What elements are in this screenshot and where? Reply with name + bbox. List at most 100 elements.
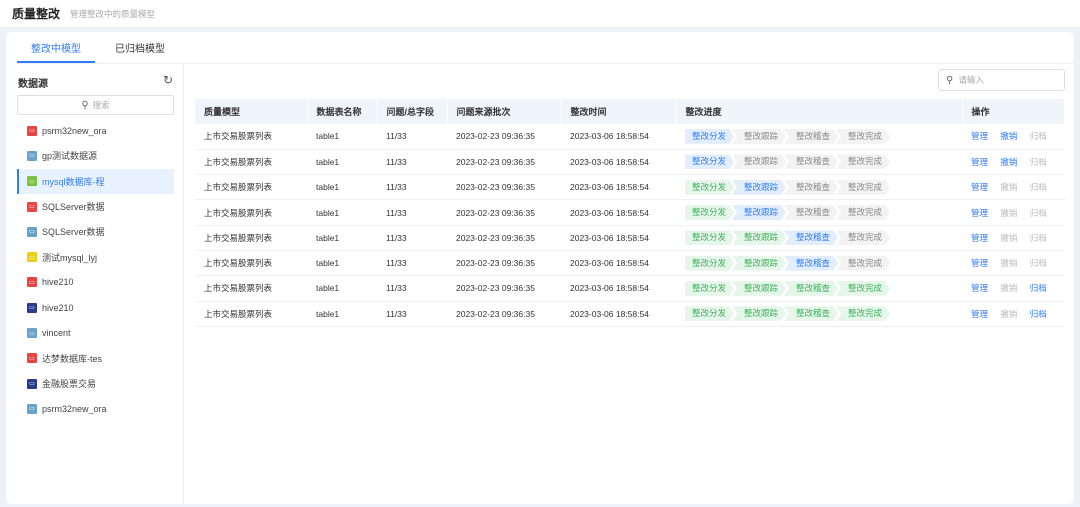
sidebar-item-datasource[interactable]: ▭ 达梦数据库-tes — [17, 346, 174, 371]
greenplum-icon: ▭ — [27, 403, 37, 414]
search-input[interactable]: ⚲ 请输入 — [938, 69, 1065, 91]
manage-button[interactable]: 管理 — [971, 182, 989, 193]
column-header: 问题来源批次 — [447, 99, 562, 124]
cell-model: 上市交易股票列表 — [195, 174, 307, 201]
revoke-button[interactable]: 撤销 — [1000, 131, 1018, 142]
progress-step: 整改分发 — [685, 256, 734, 271]
sidebar-item-datasource[interactable]: ▭ gp测试数据源 — [17, 143, 174, 168]
cell-actions: 管理 撤销 归档 — [962, 174, 1065, 201]
archive-button[interactable]: 归档 — [1029, 232, 1047, 243]
progress-step: 整改分发 — [685, 180, 734, 195]
archive-button[interactable]: 归档 — [1029, 156, 1047, 167]
cell-batch: 2023-02-23 09:36:35 — [447, 301, 561, 327]
column-header: 整改进度 — [676, 99, 963, 124]
cell-model: 上市交易股票列表 — [195, 149, 307, 176]
sqlserver-icon: ▭ — [27, 201, 37, 212]
manage-button[interactable]: 管理 — [971, 156, 989, 167]
sidebar-item-label: 测试mysql_lyj — [42, 252, 98, 263]
cell-model: 上市交易股票列表 — [195, 199, 307, 226]
cell-batch: 2023-02-23 09:36:35 — [447, 225, 561, 251]
manage-button[interactable]: 管理 — [971, 283, 989, 294]
sidebar-item-label: hive210 — [42, 277, 74, 288]
manage-button[interactable]: 管理 — [971, 258, 989, 269]
progress-step: 整改跟踪 — [732, 180, 786, 195]
progress-step: 整改完成 — [836, 154, 890, 169]
cell-progress: 整改分发 整改跟踪 整改稽查 整改完成 — [676, 199, 962, 226]
archive-button[interactable]: 归档 — [1029, 283, 1047, 294]
progress-step: 整改稽查 — [784, 230, 838, 245]
progress-steps: 整改分发 整改跟踪 整改稽查 整改完成 — [685, 306, 962, 321]
column-header: 整改时间 — [561, 99, 677, 124]
manage-button[interactable]: 管理 — [971, 308, 989, 319]
cell-model: 上市交易股票列表 — [195, 275, 307, 302]
archive-button[interactable]: 归档 — [1029, 182, 1047, 193]
revoke-button[interactable]: 撤销 — [1000, 207, 1018, 218]
sidebar-item-datasource[interactable]: ▭ psrm32new_ora — [17, 118, 174, 143]
cell-actions: 管理 撤销 归档 — [962, 225, 1065, 251]
cell-model: 上市交易股票列表 — [195, 225, 307, 251]
revoke-button[interactable]: 撤销 — [1000, 258, 1018, 269]
cell-actions: 管理 撤销 归档 — [962, 149, 1065, 176]
page-title: 质量整改 — [12, 7, 61, 21]
revoke-button[interactable]: 撤销 — [1000, 232, 1018, 243]
sidebar-item-label: vincent — [42, 328, 71, 339]
sidebar-item-datasource[interactable]: ▭ hive210 — [17, 270, 174, 295]
tab-archived[interactable]: 已归档模型 — [115, 44, 165, 55]
sidebar-item-label: gp测试数据源 — [42, 151, 98, 162]
progress-step: 整改跟踪 — [732, 129, 786, 144]
refresh-icon[interactable]: ↻ — [163, 73, 174, 87]
cell-actions: 管理 撤销 归档 — [962, 199, 1065, 226]
cell-actions: 管理 撤销 归档 — [962, 250, 1065, 277]
archive-button[interactable]: 归档 — [1029, 258, 1047, 269]
cell-progress: 整改分发 整改跟踪 整改稽查 整改完成 — [676, 275, 962, 302]
db-icon: ▭ — [27, 252, 37, 263]
archive-button[interactable]: 归档 — [1029, 308, 1047, 319]
sidebar-item-datasource[interactable]: ▭ mysql数据库-程 — [17, 168, 174, 194]
cell-issues: 11/33 — [377, 301, 447, 327]
sidebar-item-datasource[interactable]: ▭ hive210 — [17, 295, 174, 320]
progress-step: 整改完成 — [836, 306, 890, 321]
manage-button[interactable]: 管理 — [971, 232, 989, 243]
sidebar-item-datasource[interactable]: ▭ SQLServer数据 — [17, 219, 174, 244]
cell-batch: 2023-02-23 09:36:35 — [447, 174, 561, 201]
progress-step: 整改跟踪 — [732, 230, 786, 245]
progress-steps: 整改分发 整改跟踪 整改稽查 整改完成 — [685, 154, 962, 169]
cell-model: 上市交易股票列表 — [195, 124, 307, 150]
table-row: 上市交易股票列表 table1 11/33 2023-02-23 09:36:3… — [195, 149, 1065, 176]
sidebar-item-datasource[interactable]: ▭ 金融股票交易 — [17, 371, 174, 396]
progress-step: 整改分发 — [685, 205, 734, 220]
progress-step: 整改跟踪 — [732, 205, 786, 220]
cell-progress: 整改分发 整改跟踪 整改稽查 整改完成 — [676, 124, 962, 150]
sidebar-search-input[interactable]: ⚲ 搜索 — [17, 95, 174, 115]
manage-button[interactable]: 管理 — [971, 207, 989, 218]
sidebar-item-datasource[interactable]: ▭ psrm32new_ora — [17, 396, 174, 421]
progress-step: 整改完成 — [836, 129, 890, 144]
cell-batch: 2023-02-23 09:36:35 — [447, 124, 561, 150]
cell-issues: 11/33 — [377, 174, 447, 201]
cell-issues: 11/33 — [377, 149, 447, 176]
revoke-button[interactable]: 撤销 — [1000, 283, 1018, 294]
cell-issues: 11/33 — [377, 124, 447, 150]
progress-step: 整改跟踪 — [732, 256, 786, 271]
tab-in-progress[interactable]: 整改中模型 — [17, 32, 95, 63]
cell-time: 2023-03-06 18:58:54 — [561, 250, 676, 277]
cell-model: 上市交易股票列表 — [195, 301, 307, 327]
revoke-button[interactable]: 撤销 — [1000, 156, 1018, 167]
sidebar-item-datasource[interactable]: ▭ 测试mysql_lyj — [17, 244, 174, 269]
revoke-button[interactable]: 撤销 — [1000, 182, 1018, 193]
progress-step: 整改分发 — [685, 306, 734, 321]
main-panel: ⚲ 请输入 质量模型 数据表名称 问题/总字段 问题来源批次 整改时间 整改进度 … — [195, 64, 1065, 504]
greenplum-icon: ▭ — [27, 226, 37, 237]
sidebar-item-label: hive210 — [42, 302, 74, 313]
archive-button[interactable]: 归档 — [1029, 131, 1047, 142]
cell-batch: 2023-02-23 09:36:35 — [447, 250, 561, 277]
manage-button[interactable]: 管理 — [971, 131, 989, 142]
sidebar-item-datasource[interactable]: ▭ vincent — [17, 320, 174, 345]
cell-batch: 2023-02-23 09:36:35 — [447, 275, 561, 302]
revoke-button[interactable]: 撤销 — [1000, 308, 1018, 319]
archive-button[interactable]: 归档 — [1029, 207, 1047, 218]
cell-actions: 管理 撤销 归档 — [962, 124, 1065, 150]
cell-actions: 管理 撤销 归档 — [962, 275, 1065, 302]
sidebar-item-datasource[interactable]: ▭ SQLServer数据 — [17, 194, 174, 219]
progress-step: 整改分发 — [685, 281, 734, 296]
